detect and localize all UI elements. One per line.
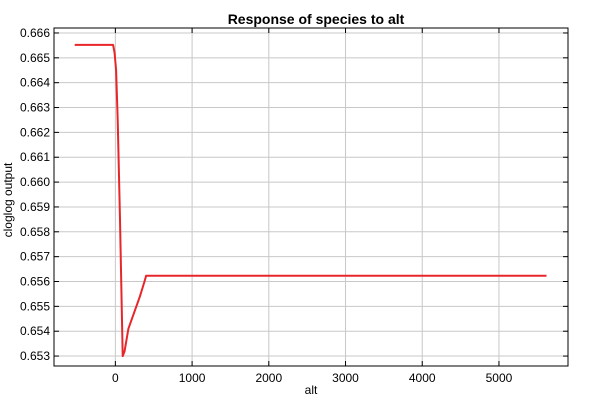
y-tick-label: 0.653 <box>20 349 50 363</box>
x-tick-label: 2000 <box>255 371 282 385</box>
grid <box>54 28 568 366</box>
y-tick-label: 0.660 <box>20 175 50 189</box>
x-tick-label: 5000 <box>486 371 513 385</box>
y-tick-label: 0.655 <box>20 299 50 313</box>
series-line <box>74 43 547 358</box>
y-tick-label: 0.663 <box>20 101 50 115</box>
y-axis-label: cloglog output <box>1 162 15 237</box>
ticks: 0 1000 2000 3000 4000 5000 0.653 0.654 0.655 0.65… <box>20 26 568 385</box>
y-tick-label: 0.666 <box>20 26 50 40</box>
x-axis-label: alt <box>305 383 318 397</box>
x-tick-label: 0 <box>112 371 119 385</box>
y-tick-label: 0.662 <box>20 125 50 139</box>
y-tick-label: 0.654 <box>20 324 50 338</box>
x-tick-label: 4000 <box>409 371 436 385</box>
y-tick-label: 0.656 <box>20 275 50 289</box>
y-tick-label: 0.658 <box>20 225 50 239</box>
y-tick-label: 0.665 <box>20 51 50 65</box>
x-tick-label: 3000 <box>332 371 359 385</box>
chart-title: Response of species to alt <box>228 11 405 27</box>
plot-frame <box>53 27 569 367</box>
series-layer <box>74 43 547 358</box>
y-tick-label: 0.664 <box>20 76 50 90</box>
y-tick-label: 0.657 <box>20 250 50 264</box>
x-tick-label: 1000 <box>179 371 206 385</box>
y-tick-label: 0.659 <box>20 200 50 214</box>
y-tick-label: 0.661 <box>20 150 50 164</box>
